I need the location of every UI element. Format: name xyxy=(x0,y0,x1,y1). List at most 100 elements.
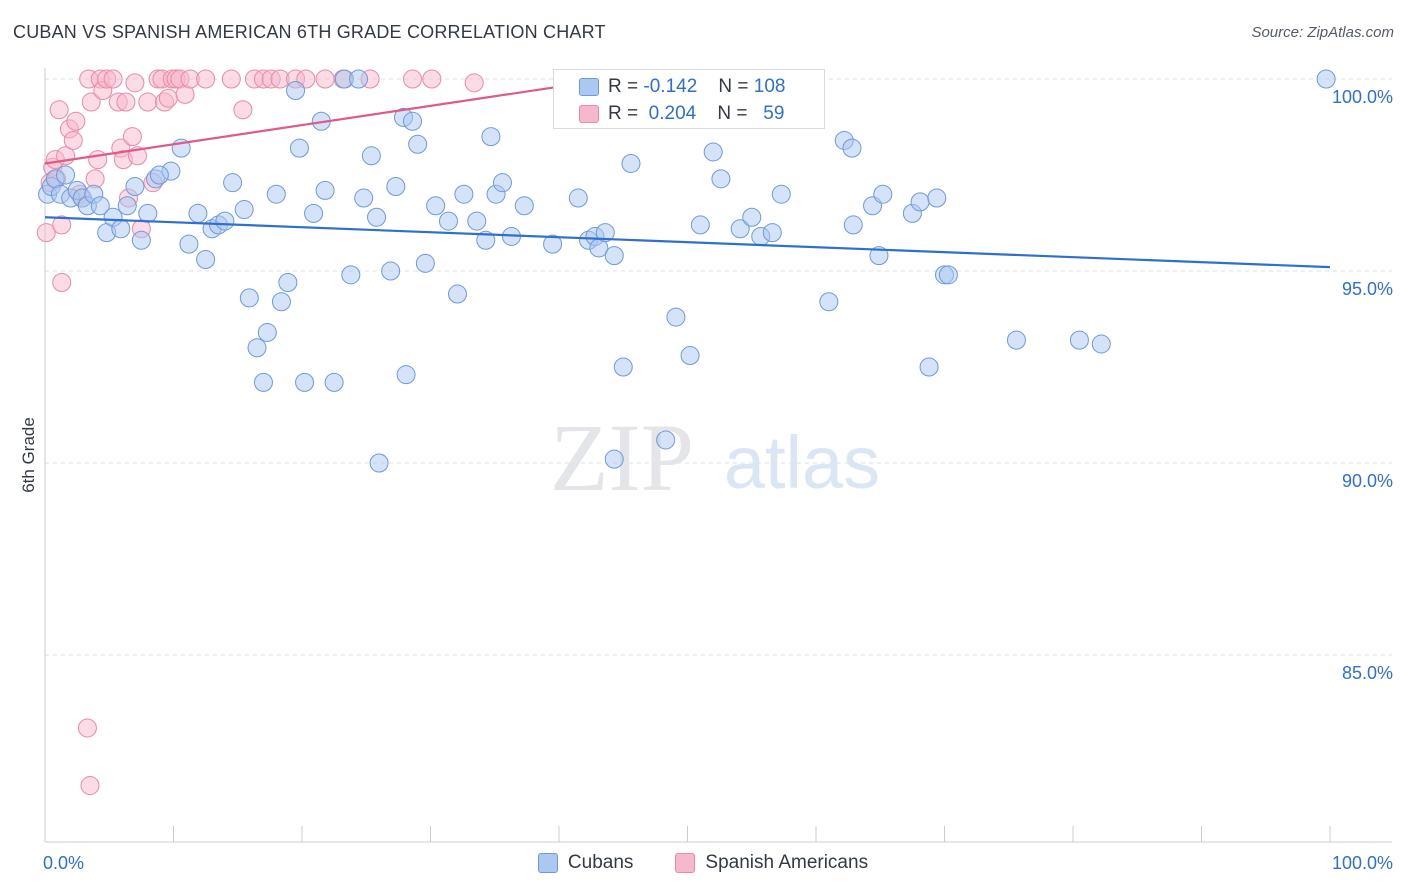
spanish-americans-point xyxy=(138,92,158,112)
cubans-point xyxy=(595,223,615,243)
cubans-point xyxy=(771,184,791,204)
cubans-point xyxy=(447,284,467,304)
cubans-point xyxy=(257,322,277,342)
spanish-americans-point xyxy=(422,69,442,89)
spanish-swatch xyxy=(579,105,599,123)
cubans-point xyxy=(266,184,286,204)
cubans-point xyxy=(354,188,374,208)
cubans-point xyxy=(396,365,416,385)
cubans-point xyxy=(938,265,958,285)
cubans-point xyxy=(613,357,633,377)
cubans-point xyxy=(762,223,782,243)
spanish-americans-point xyxy=(52,273,72,293)
cubans-point xyxy=(253,372,273,392)
y-tick-label: 90.0% xyxy=(1342,471,1393,491)
cubans-n-value: 108 xyxy=(753,76,786,97)
cubans-point xyxy=(369,453,389,473)
cubans-n-label: N = xyxy=(718,76,749,97)
cubans-point xyxy=(295,372,315,392)
spanish-americans-point xyxy=(116,92,136,112)
cubans-point xyxy=(690,215,710,235)
cubans-point xyxy=(90,196,110,216)
cubans-point xyxy=(247,338,267,358)
stats-row-cubans: R = -0.142 N = 108 xyxy=(579,76,785,98)
spanish-americans-trend-line xyxy=(44,77,611,165)
cubans-point xyxy=(543,234,563,254)
cubans-point xyxy=(910,192,930,212)
spanish-americans-point xyxy=(63,130,83,150)
spanish-americans-point xyxy=(77,718,97,738)
cubans-point xyxy=(138,203,158,223)
cubans-point xyxy=(604,246,624,266)
cubans-point xyxy=(324,372,344,392)
axis-labels: 100.0% 95.0% 90.0% 85.0% 0.0% 100.0% 6th Grade xyxy=(19,87,1393,873)
cubans-point xyxy=(271,292,291,312)
legend-item-spanish-americans[interactable]: Spanish Americans xyxy=(675,852,868,874)
cubans-r-value: -0.142 xyxy=(643,76,698,97)
spanish-americans-point xyxy=(403,69,423,89)
legend-item-cubans[interactable]: Cubans xyxy=(537,852,634,874)
cubans-point xyxy=(304,203,324,223)
cubans-point xyxy=(514,196,534,216)
cubans-point xyxy=(476,230,496,250)
cubans-point xyxy=(403,111,423,131)
spanish-americans-point xyxy=(66,111,86,131)
spanish-americans-point xyxy=(125,73,145,93)
spanish-americans-point xyxy=(80,776,100,796)
cubans-point xyxy=(408,134,428,154)
cubans-point xyxy=(842,138,862,158)
cubans-point xyxy=(1069,330,1089,350)
cubans-point xyxy=(656,430,676,450)
cubans-point xyxy=(286,81,306,101)
cubans-point xyxy=(386,177,406,197)
y-tick-label: 95.0% xyxy=(1342,279,1393,299)
cubans-point xyxy=(492,173,512,193)
cubans-point xyxy=(843,215,863,235)
cubans-point xyxy=(278,273,298,293)
spanish-americans-point xyxy=(315,69,335,89)
spanish-americans-point xyxy=(103,69,123,89)
legend-swatch-spanish-americans xyxy=(675,853,696,873)
cubans-point xyxy=(730,219,750,239)
cubans-point xyxy=(481,127,501,147)
gridlines xyxy=(45,78,1392,656)
spanish-americans-point xyxy=(81,92,101,112)
cubans-point xyxy=(927,188,947,208)
cubans-point xyxy=(819,292,839,312)
cubans-point xyxy=(111,219,131,239)
spanish-r-label: R = xyxy=(608,103,639,124)
cubans-point xyxy=(873,184,893,204)
spanish-n-value: 59 xyxy=(763,103,785,124)
cubans-point xyxy=(703,142,723,162)
cubans-point xyxy=(680,345,700,365)
cubans-point xyxy=(239,288,259,308)
stats-legend-box: R = -0.142 N = 108 R = 0.204 N = 59 xyxy=(553,69,825,129)
cubans-point xyxy=(711,169,731,189)
spanish-americans-points xyxy=(36,69,484,796)
legend-label-cubans: Cubans xyxy=(567,852,634,873)
spanish-n-label: N = xyxy=(717,103,748,124)
y-tick-label: 85.0% xyxy=(1342,663,1393,683)
cubans-point xyxy=(56,165,76,185)
cubans-point xyxy=(315,180,335,200)
cubans-point xyxy=(869,246,889,266)
cubans-point xyxy=(179,234,199,254)
cubans-point xyxy=(426,196,446,216)
cubans-point xyxy=(361,146,381,166)
cubans-point xyxy=(131,230,151,250)
cubans-point xyxy=(742,207,762,227)
spanish-americans-point xyxy=(158,88,178,108)
y-tick-label: 100.0% xyxy=(1332,87,1393,107)
watermark: ZIP atlas xyxy=(550,404,880,511)
cubans-point xyxy=(467,211,487,231)
legend-swatch-cubans xyxy=(537,853,558,873)
cubans-point xyxy=(196,249,216,269)
legend-label-spanish-americans: Spanish Americans xyxy=(705,852,869,873)
cubans-point xyxy=(666,307,686,327)
cubans-point xyxy=(1091,334,1111,354)
spanish-americans-point xyxy=(52,215,72,235)
cubans-point xyxy=(1316,69,1336,89)
spanish-americans-point xyxy=(233,100,253,120)
spanish-r-value: 0.204 xyxy=(648,103,697,124)
